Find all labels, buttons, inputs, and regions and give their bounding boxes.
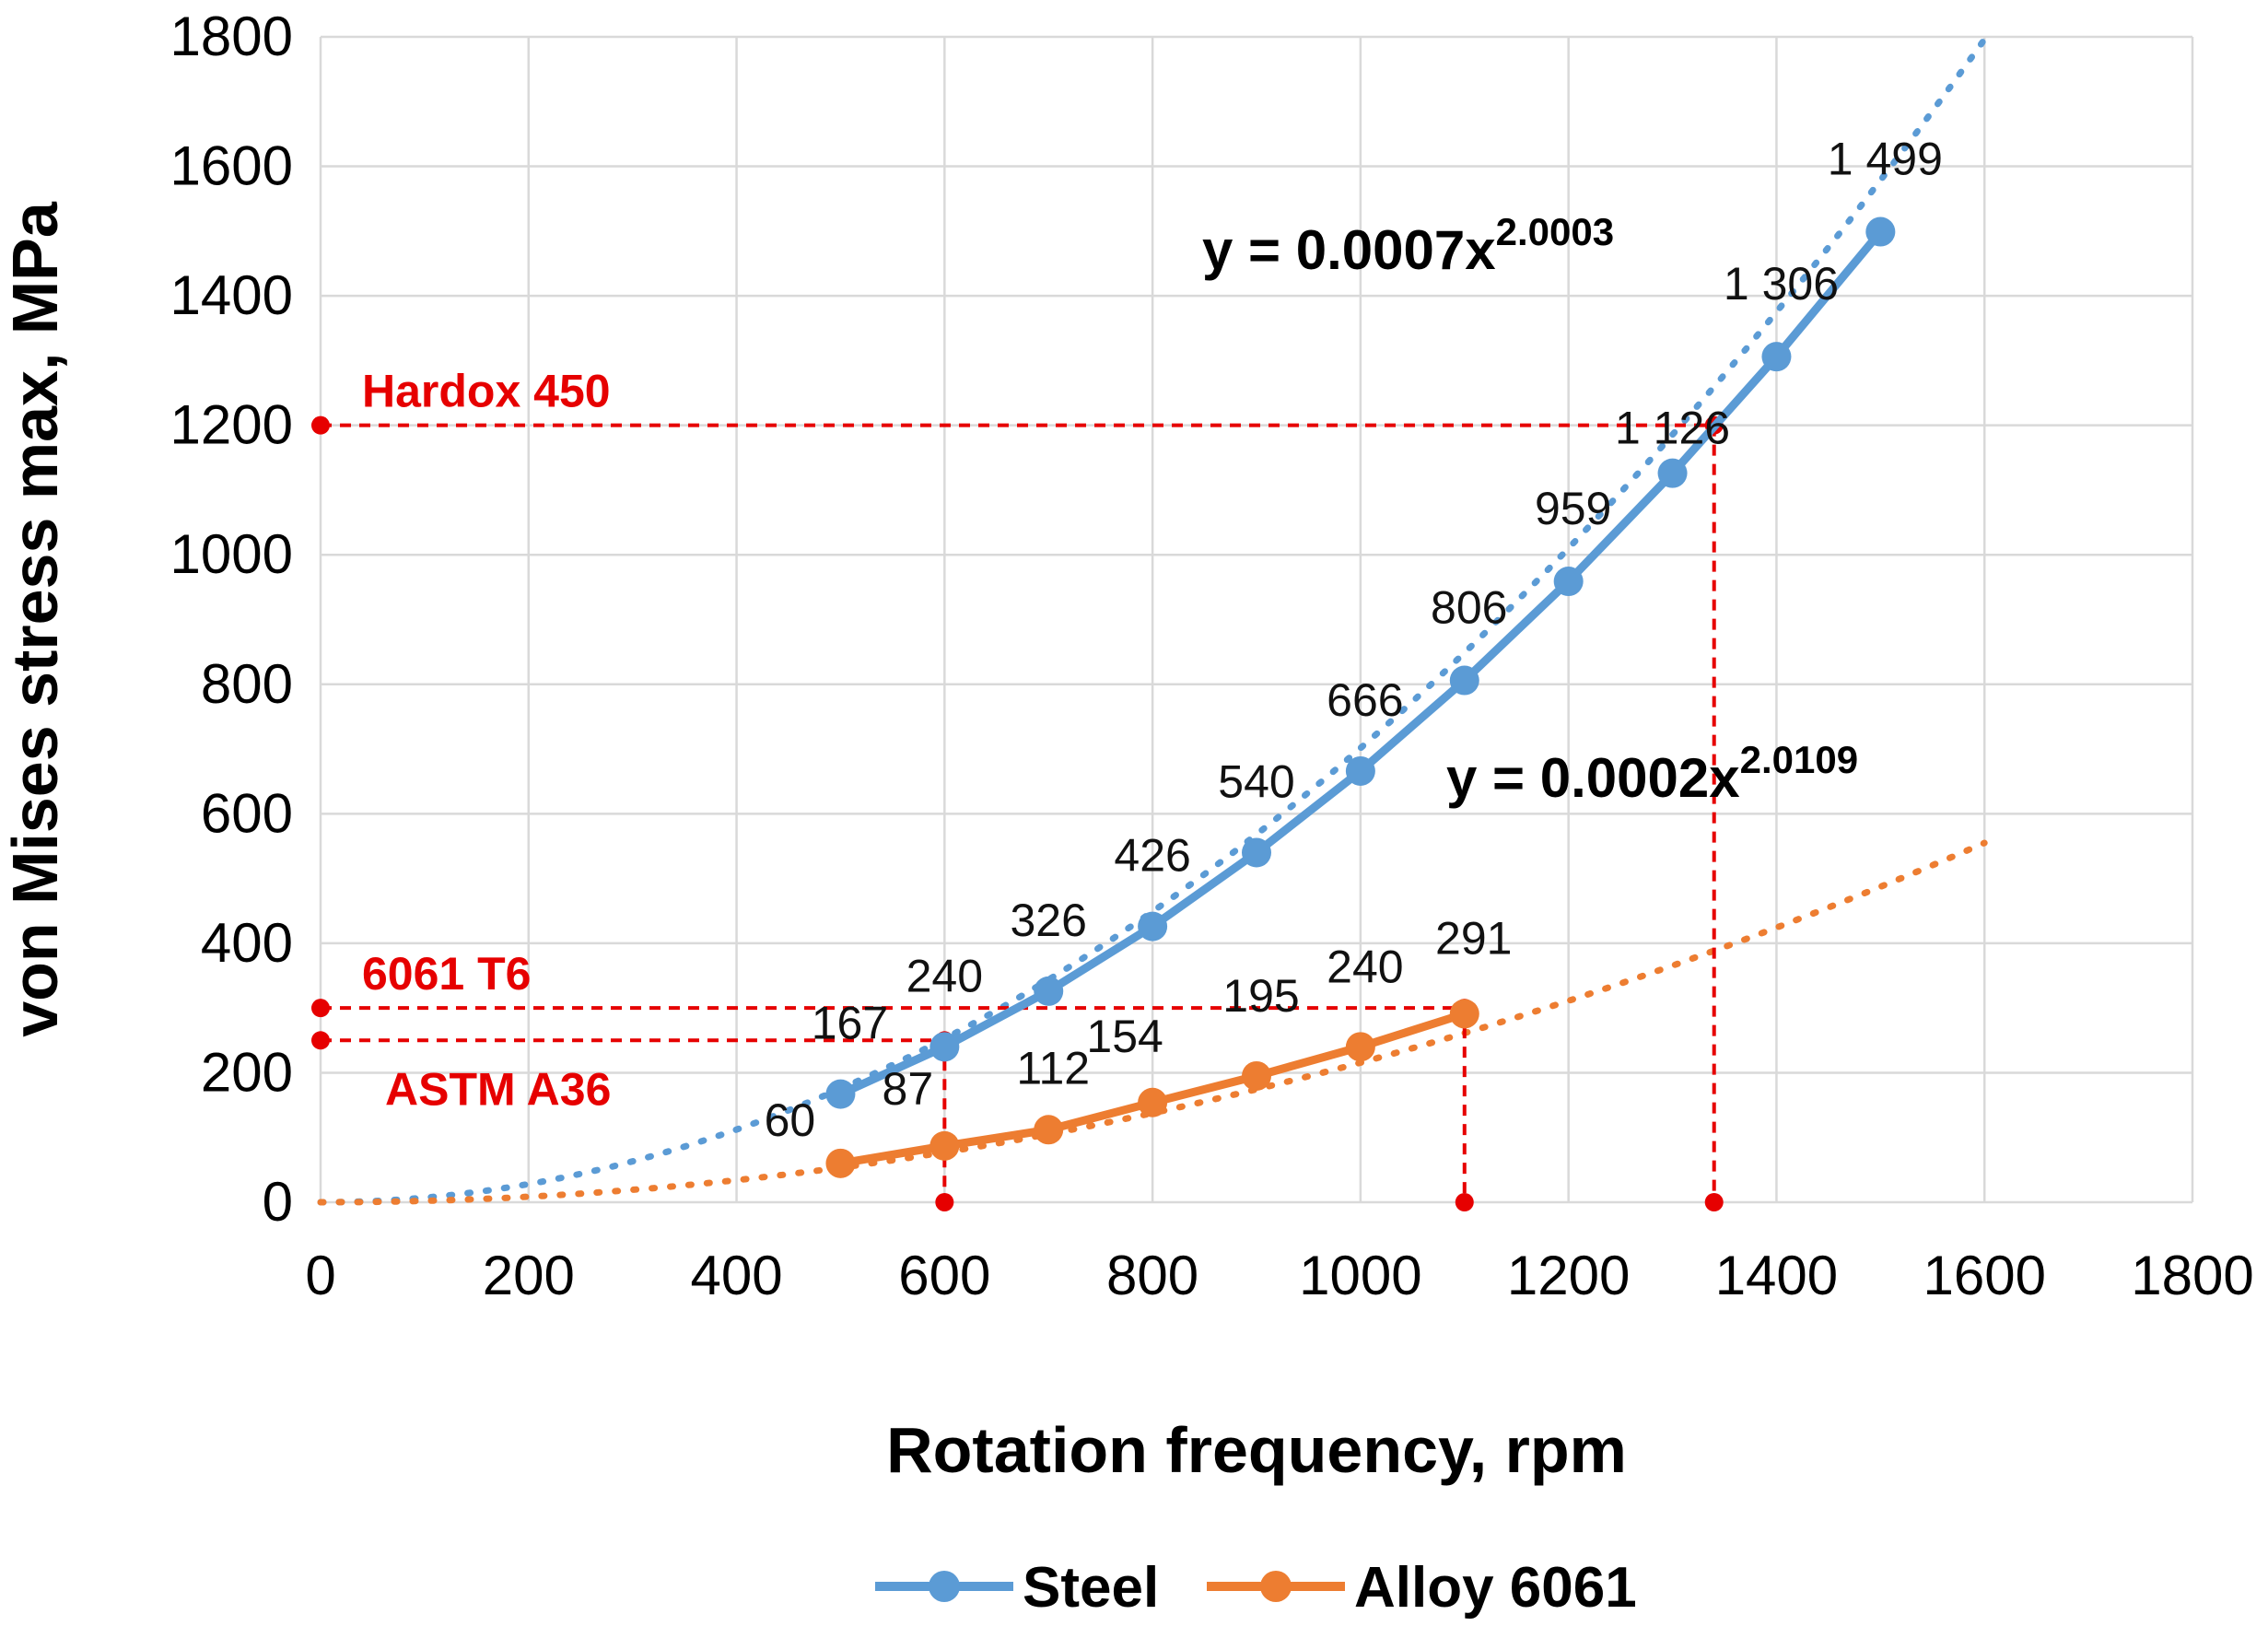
threshold-marker-hardox-450 — [311, 415, 330, 435]
x-tick-label: 600 — [898, 1245, 990, 1306]
axes: 0 200 400 600 800 1000 1200 1400 1600 1800 0 200 400… — [170, 6, 2254, 1306]
threshold-marker-astm-a36 — [311, 1031, 330, 1050]
data-label-steel: 426 — [1114, 830, 1190, 882]
threshold-marker-6061-t6 — [311, 999, 330, 1018]
data-point-alloy-6061 — [929, 1130, 960, 1161]
legend-label-steel: Steel — [1023, 1556, 1159, 1620]
x-tick-label: 1600 — [1923, 1245, 2045, 1306]
legend-item-alloy-6061: Alloy 6061 — [1207, 1556, 1637, 1620]
data-label-alloy-6061: 154 — [1086, 1011, 1163, 1062]
data-label-steel: 326 — [1011, 895, 1087, 946]
data-point-steel — [825, 1079, 856, 1109]
data-label-alloy-6061: 112 — [1016, 1042, 1090, 1094]
data-point-steel — [1242, 837, 1271, 868]
data-label-steel: 666 — [1327, 674, 1403, 726]
y-tick-label: 200 — [201, 1041, 293, 1103]
y-tick-label: 1000 — [170, 523, 293, 585]
x-tick-label: 200 — [483, 1245, 575, 1306]
x-tick-label: 400 — [691, 1245, 783, 1306]
data-point-steel — [1761, 342, 1792, 372]
data-point-alloy-6061 — [1138, 1087, 1168, 1117]
y-axis-title: von Mises stress max, MPa — [0, 201, 71, 1037]
data-point-steel — [1865, 216, 1896, 247]
threshold-label-hardox-450: Hardox 450 — [362, 366, 611, 417]
data-point-steel — [1657, 458, 1688, 488]
trendline-equation-alloy-6061: y = 0.0002x2.0109 — [1446, 738, 1858, 809]
legend-marker-steel — [929, 1571, 960, 1602]
data-label-steel: 806 — [1431, 582, 1507, 634]
trendline-alloy-6061 — [317, 839, 1988, 1206]
y-tick-label: 0 — [263, 1171, 293, 1233]
data-point-alloy-6061 — [1345, 1032, 1375, 1062]
y-tick-label: 1600 — [170, 135, 293, 197]
data-label-steel: 167 — [812, 998, 888, 1049]
data-label-steel: 959 — [1535, 483, 1611, 534]
x-axis-title: Rotation frequency, rpm — [886, 1414, 1627, 1486]
data-label-alloy-6061: 291 — [1435, 912, 1512, 964]
trendline-equation-steel: y = 0.0007x2.0003 — [1202, 210, 1614, 281]
threshold-lines: Hardox 450 6061 T6 ASTM A36 — [311, 366, 1724, 1211]
x-tick-label: 800 — [1106, 1245, 1198, 1306]
series — [825, 216, 1896, 1178]
x-tick-label: 1800 — [2131, 1245, 2253, 1306]
threshold-label-astm-a36: ASTM A36 — [385, 1063, 611, 1115]
data-label-steel: 240 — [906, 950, 983, 1001]
data-label-steel: 1 499 — [1828, 134, 1943, 185]
trendline-steel — [317, 36, 1988, 1206]
data-label-steel: 1 306 — [1724, 258, 1839, 310]
data-point-steel — [1138, 911, 1168, 942]
data-point-steel — [1034, 976, 1064, 1006]
grid — [319, 35, 2194, 1204]
data-point-steel — [1345, 755, 1375, 786]
x-tick-label: 1400 — [1715, 1245, 1838, 1306]
threshold-xmark-hardox-450 — [1704, 1193, 1724, 1211]
legend: Steel Alloy 6061 — [875, 1556, 1637, 1620]
data-label-alloy-6061: 87 — [883, 1063, 934, 1115]
data-point-steel — [1449, 665, 1479, 696]
data-point-alloy-6061 — [825, 1148, 856, 1178]
data-label-alloy-6061: 60 — [765, 1094, 816, 1146]
y-tick-label: 1200 — [170, 394, 293, 456]
x-tick-label: 1000 — [1299, 1245, 1421, 1306]
data-point-alloy-6061 — [1242, 1060, 1271, 1091]
trendlines — [317, 36, 1988, 1206]
legend-marker-alloy-6061 — [1260, 1571, 1292, 1602]
threshold-xmark-astm-a36 — [935, 1193, 954, 1211]
legend-label-alloy-6061: Alloy 6061 — [1354, 1556, 1637, 1620]
data-point-steel — [929, 1032, 960, 1062]
data-label-steel: 1 126 — [1615, 403, 1730, 454]
data-label-steel: 540 — [1218, 756, 1294, 808]
data-point-alloy-6061 — [1449, 999, 1479, 1029]
y-tick-label: 600 — [201, 782, 293, 844]
y-tick-label: 1400 — [170, 264, 293, 326]
legend-item-steel: Steel — [875, 1556, 1159, 1620]
data-point-steel — [1553, 567, 1584, 597]
x-tick-label: 0 — [305, 1245, 335, 1306]
data-point-alloy-6061 — [1034, 1115, 1064, 1145]
x-tick-label: 1200 — [1507, 1245, 1630, 1306]
data-label-alloy-6061: 240 — [1327, 941, 1403, 992]
threshold-xmark-6061-t6 — [1455, 1193, 1474, 1211]
y-tick-label: 1800 — [170, 6, 293, 67]
data-label-alloy-6061: 195 — [1222, 970, 1299, 1022]
threshold-label-6061-t6: 6061 T6 — [362, 948, 531, 1000]
y-tick-label: 400 — [201, 912, 293, 974]
y-tick-label: 800 — [201, 653, 293, 715]
